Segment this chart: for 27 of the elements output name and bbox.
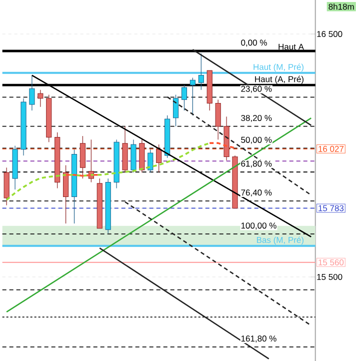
annotation: 38,20 % — [240, 114, 272, 122]
candlestick — [147, 149, 154, 173]
annotation: 50,00 % — [240, 136, 272, 144]
annotation: 0,00 % — [240, 40, 267, 47]
annotation: 76,40 % — [241, 190, 272, 197]
ref-line-label: Haut (A, Pré) — [254, 76, 304, 84]
y-tick-label: 16 027 — [318, 146, 344, 152]
candlestick — [172, 94, 178, 127]
ref-line-label: Haut A — [278, 44, 304, 50]
annotation: 100,00 % — [241, 222, 276, 230]
y-tick-label: 16 500 — [317, 31, 342, 38]
annotation: 161,80 % — [241, 336, 276, 343]
candlestick — [181, 84, 187, 111]
y-tick-label: 15 783 — [318, 205, 344, 212]
ref-line-label: Haut (M, Pré) — [254, 64, 304, 72]
candlestick — [215, 99, 221, 140]
y-tick-label: 15 560 — [318, 259, 344, 266]
candlestick — [198, 53, 204, 90]
text: 8h18m — [328, 4, 354, 10]
candlestick — [156, 144, 162, 173]
annotation: 23,60 % — [241, 86, 272, 93]
ref-line-label: Bas (M, Pré) — [256, 236, 304, 245]
y-tick-label: 15 500 — [317, 274, 342, 280]
candlestick — [190, 77, 196, 116]
annotation: 61,80 % — [241, 160, 272, 168]
candlestick — [29, 75, 35, 111]
candlestick — [37, 90, 44, 108]
